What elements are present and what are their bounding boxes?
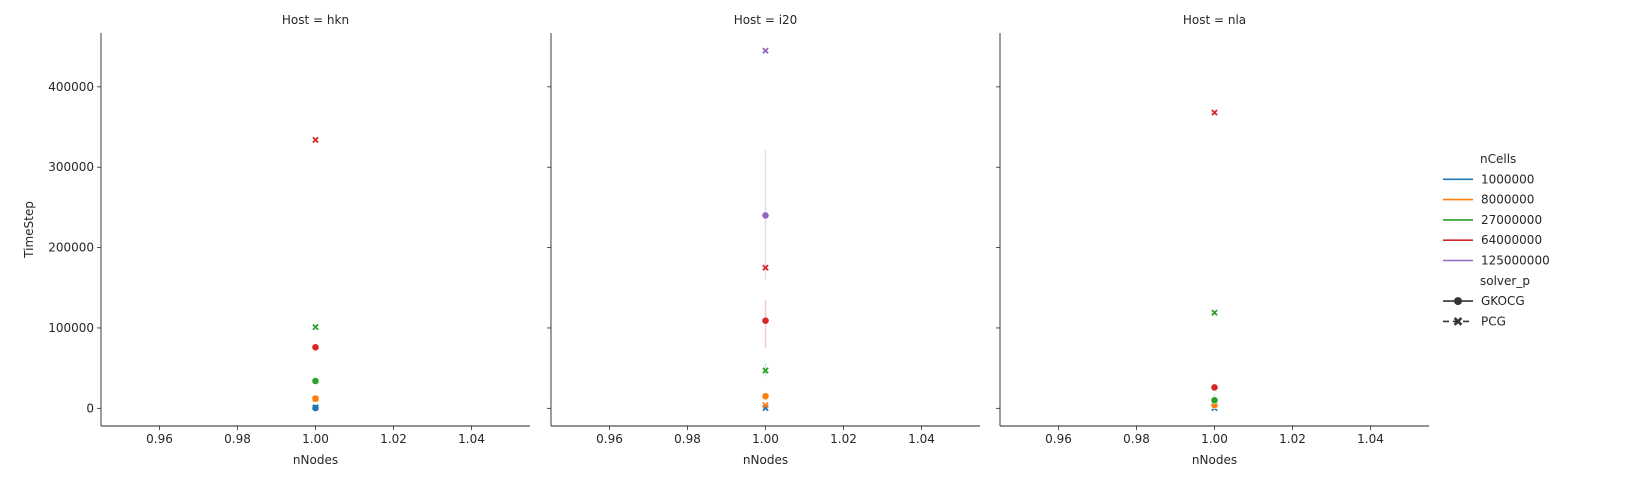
data-point-gkocg <box>1210 396 1219 405</box>
x-tick-label: 0.98 <box>224 432 251 446</box>
x-axis-label: nNodes <box>1192 453 1237 467</box>
legend-title-solver: solver_p <box>1480 274 1530 288</box>
legend-label-pcg: PCG <box>1481 314 1506 328</box>
x-axis-label: nNodes <box>743 453 788 467</box>
y-tick-label: 300000 <box>48 160 94 174</box>
data-point-pcg <box>312 404 319 411</box>
y-tick-label: 400000 <box>48 80 94 94</box>
facet-title: Host = i20 <box>734 13 798 27</box>
data-point-pcg <box>762 47 769 54</box>
legend-title-ncells: nCells <box>1480 152 1516 166</box>
data-point-pcg <box>312 323 319 331</box>
data-point-pcg <box>762 264 769 271</box>
legend-marker-circle-icon <box>1454 297 1462 306</box>
chart-panels: Host = hkn 0.96 0.98 1.00 1.02 1.04 0 100000 200… <box>22 13 1429 467</box>
x-tick-label: 1.02 <box>1279 432 1306 446</box>
facet-title: Host = hkn <box>282 13 349 27</box>
data-point-pcg <box>312 395 319 402</box>
legend-label-gkocg: GKOCG <box>1481 294 1525 308</box>
x-axis-label: nNodes <box>293 453 338 467</box>
data-point-pcg <box>762 401 769 409</box>
chart-legend: nCells 1000000 8000000 27000000 64000000 1250… <box>1443 152 1550 328</box>
x-tick-label: 1.04 <box>908 432 935 446</box>
legend-label-1000000: 1000000 <box>1481 172 1534 186</box>
data-point-gkocg <box>1210 383 1219 392</box>
legend-label-8000000: 8000000 <box>1481 193 1534 207</box>
x-tick-label: 1.00 <box>1201 432 1228 446</box>
data-point-gkocg <box>311 377 320 385</box>
legend-label-125000000: 125000000 <box>1481 254 1550 268</box>
y-tick-label: 0 <box>86 401 94 415</box>
x-tick-label: 1.02 <box>830 432 857 446</box>
data-point-pcg <box>762 367 769 374</box>
facet-panel-2: Host = nla 0.96 0.98 1.00 1.02 1.04 nNodes <box>996 13 1429 467</box>
y-tick-label: 200000 <box>48 241 94 255</box>
x-tick-label: 1.04 <box>1357 432 1384 446</box>
facet-title: Host = nla <box>1183 13 1246 27</box>
facet-panel-1: Host = i20 0.96 0.98 1.00 1.02 1.04 nNodes <box>547 13 980 467</box>
data-point-gkocg <box>761 392 770 401</box>
x-tick-label: 0.98 <box>674 432 701 446</box>
x-tick-label: 1.00 <box>752 432 779 446</box>
data-point-pcg <box>1211 309 1218 316</box>
x-tick-label: 0.96 <box>146 432 173 446</box>
y-axis-label: TimeStep <box>22 201 36 259</box>
y-tick-label: 100000 <box>48 321 94 335</box>
data-point-gkocg <box>761 316 770 325</box>
x-tick-label: 1.02 <box>380 432 407 446</box>
data-point-gkocg <box>311 343 320 352</box>
data-point-pcg <box>1211 109 1218 116</box>
x-tick-label: 1.00 <box>302 432 329 446</box>
legend-label-27000000: 27000000 <box>1481 213 1542 227</box>
x-tick-label: 0.96 <box>1045 432 1072 446</box>
data-point-pcg <box>312 136 319 144</box>
x-tick-label: 1.04 <box>458 432 485 446</box>
legend-marker-x-icon <box>1453 317 1463 326</box>
x-tick-label: 0.96 <box>596 432 623 446</box>
x-tick-label: 0.98 <box>1123 432 1150 446</box>
facet-panel-0: Host = hkn 0.96 0.98 1.00 1.02 1.04 0 100000 200… <box>22 13 530 467</box>
data-point-gkocg <box>761 211 770 220</box>
legend-label-64000000: 64000000 <box>1481 233 1542 247</box>
